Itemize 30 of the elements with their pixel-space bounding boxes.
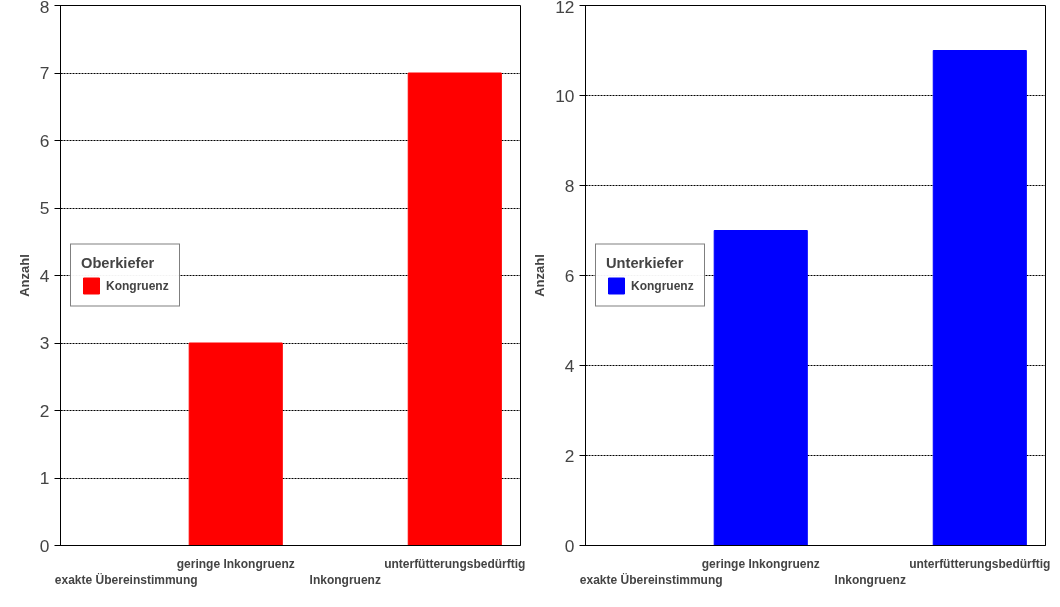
- x-tick-label: exakte Übereinstimmung: [54, 572, 198, 588]
- y-axis-title: Anzahl: [532, 254, 548, 297]
- y-tick-label: 10: [555, 85, 575, 106]
- y-tick-label: 2: [564, 445, 575, 466]
- y-tick-label: 0: [564, 535, 575, 556]
- y-tick-label: 0: [39, 535, 50, 556]
- x-tick-label: Inkongruenz: [834, 573, 906, 588]
- x-tick-label: geringe Inkongruenz: [176, 556, 295, 571]
- y-tick-label: 1: [39, 468, 50, 488]
- x-tick-label: geringe Inkongruenz: [701, 556, 820, 571]
- y-tick-label: 4: [564, 355, 575, 376]
- y-tick-label: 3: [39, 333, 50, 353]
- legend-label: Kongruenz: [106, 278, 169, 293]
- y-tick-label: 5: [39, 198, 50, 218]
- legend-title: Unterkiefer: [606, 254, 685, 271]
- y-tick-label: 12: [555, 0, 575, 17]
- y-tick-label: 6: [39, 130, 50, 151]
- legend-title: Oberkiefer: [81, 254, 156, 271]
- y-tick-label: 2: [39, 400, 50, 421]
- y-tick-label: 8: [564, 175, 575, 196]
- y-axis-title: Anzahl: [16, 254, 32, 297]
- x-tick-label: unterfütterungsbedürftig: [384, 556, 526, 571]
- y-tick-label: 4: [39, 265, 50, 286]
- y-tick-label: 7: [39, 63, 50, 83]
- y-tick-label: 6: [564, 265, 575, 286]
- x-tick-label: unterfütterungsbedürftig: [909, 556, 1051, 571]
- legend-label: Kongruenz: [631, 278, 694, 293]
- y-tick-label: 8: [39, 0, 50, 17]
- x-tick-label: Inkongruenz: [309, 573, 381, 588]
- x-tick-label: exakte Übereinstimmung: [579, 572, 723, 588]
